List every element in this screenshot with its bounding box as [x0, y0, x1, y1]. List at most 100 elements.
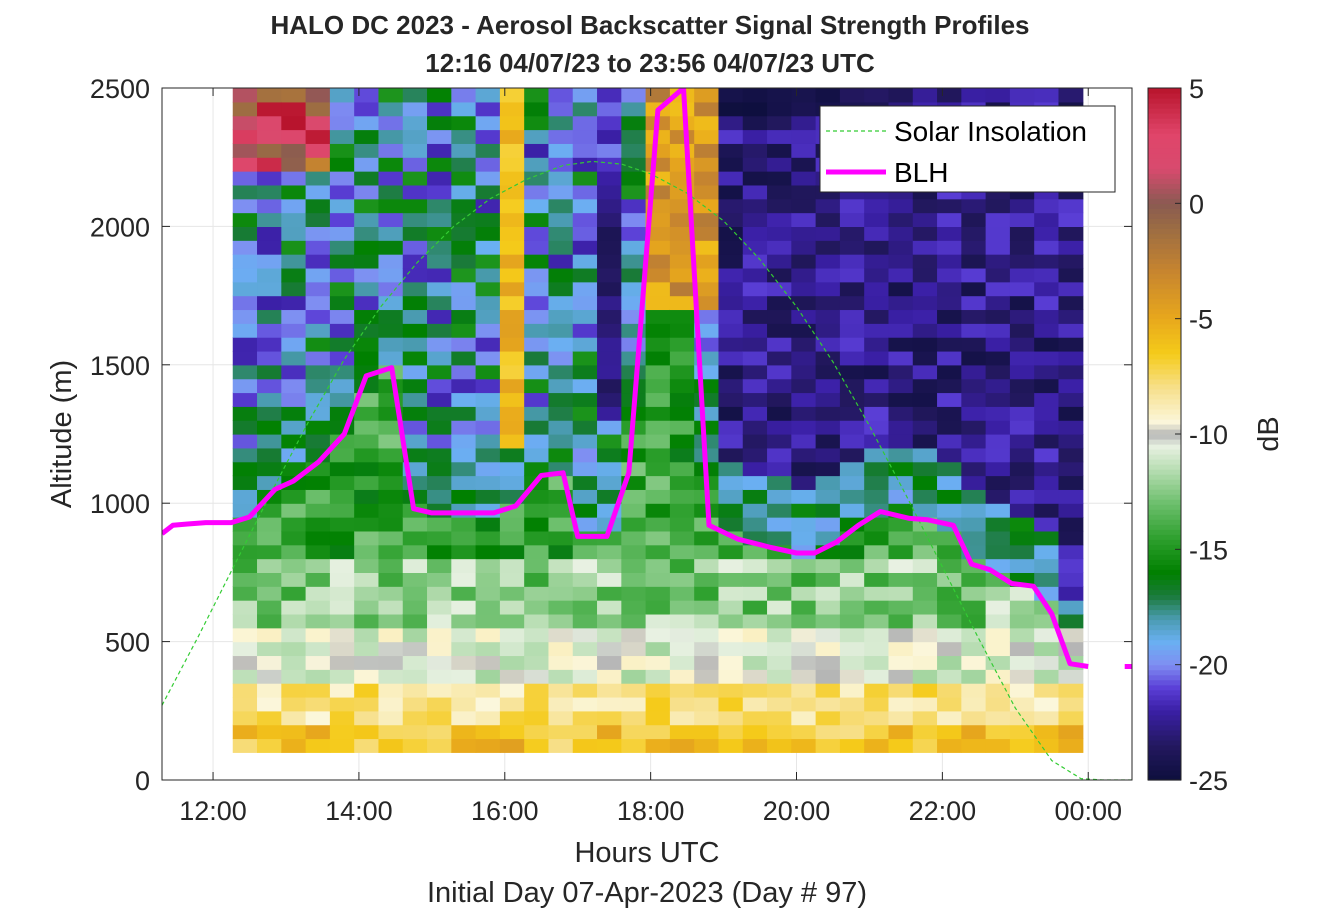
heatmap-cell	[912, 613, 938, 629]
heatmap-cell	[378, 281, 404, 297]
heatmap-cell	[718, 406, 744, 421]
heatmap-cell	[257, 641, 282, 657]
heatmap-cell	[572, 669, 598, 684]
heatmap-cell	[597, 129, 622, 144]
colorbar-segment	[1148, 544, 1181, 550]
heatmap-cell	[815, 295, 841, 311]
heatmap-cell	[232, 143, 258, 158]
heatmap-cell	[1058, 254, 1084, 269]
y-tick-label: 0	[135, 766, 150, 796]
heatmap-cell	[329, 350, 355, 366]
heatmap-cell	[961, 447, 987, 463]
heatmap-cell	[232, 364, 258, 380]
heatmap-cell	[767, 683, 792, 698]
heatmap-cell	[475, 641, 501, 657]
heatmap-cell	[937, 295, 962, 311]
heatmap-cell	[694, 710, 720, 726]
heatmap-cell	[378, 655, 404, 670]
heatmap-cell	[499, 724, 525, 740]
heatmap-cell	[305, 724, 331, 740]
heatmap-cell	[888, 281, 914, 297]
heatmap-cell	[499, 295, 525, 311]
heatmap-cell	[1009, 558, 1035, 573]
heatmap-cell	[475, 420, 501, 435]
heatmap-cell	[281, 267, 307, 283]
heatmap-cell	[888, 406, 914, 421]
heatmap-cell	[718, 641, 744, 657]
heatmap-cell	[257, 240, 282, 255]
colorbar-segment	[1148, 163, 1181, 169]
heatmap-cell	[937, 406, 962, 421]
heatmap-cell	[839, 586, 865, 601]
heatmap-cell	[888, 558, 914, 573]
heatmap-cell	[427, 586, 452, 601]
heatmap-cell	[597, 88, 622, 103]
heatmap-cell	[1009, 281, 1035, 297]
heatmap-cell	[694, 392, 720, 407]
colorbar-segment	[1148, 348, 1181, 355]
y-tick-label: 2000	[90, 212, 150, 242]
heatmap-cell	[742, 558, 768, 573]
heatmap-cell	[645, 392, 671, 407]
heatmap-cell	[937, 627, 962, 643]
heatmap-cell	[354, 337, 380, 352]
heatmap-cell	[815, 281, 841, 297]
heatmap-cell	[572, 337, 598, 352]
heatmap-cell	[888, 696, 914, 712]
heatmap-cell	[524, 171, 550, 186]
heatmap-cell	[305, 669, 331, 684]
heatmap-cell	[767, 171, 792, 186]
heatmap-cell	[524, 295, 550, 311]
heatmap-cell	[791, 724, 817, 740]
heatmap-cell	[961, 586, 987, 601]
y-tick-label: 500	[105, 628, 150, 658]
legend: Solar Insolation BLH	[819, 105, 1116, 193]
heatmap-cell	[937, 364, 962, 380]
heatmap-cell	[402, 323, 428, 338]
heatmap-cell	[475, 88, 501, 103]
heatmap-cell	[791, 406, 817, 421]
heatmap-cell	[378, 267, 404, 283]
heatmap-cell	[888, 392, 914, 407]
heatmap-cell	[427, 738, 452, 753]
heatmap-cell	[645, 226, 671, 241]
colorbar-segment	[1148, 619, 1181, 626]
heatmap-cell	[767, 157, 792, 172]
heatmap-cell	[1034, 475, 1060, 490]
heatmap-cell	[791, 115, 817, 131]
heatmap-cell	[402, 364, 428, 380]
heatmap-cell	[378, 447, 404, 463]
colorbar-segment	[1148, 754, 1181, 761]
heatmap-cell	[524, 641, 550, 657]
heatmap-cell	[1034, 641, 1060, 657]
heatmap-cell	[767, 184, 792, 200]
heatmap-cell	[864, 406, 890, 421]
heatmap-cell	[621, 212, 647, 227]
heatmap-cell	[572, 254, 598, 269]
heatmap-cell	[645, 295, 671, 311]
heatmap-cell	[427, 475, 452, 490]
heatmap-cell	[475, 378, 501, 394]
heatmap-cell	[354, 655, 380, 670]
heatmap-cell	[1009, 88, 1035, 103]
heatmap-cell	[742, 738, 768, 753]
heatmap-cell	[572, 364, 598, 380]
heatmap-cell	[597, 323, 622, 338]
heatmap-cell	[1034, 530, 1060, 546]
heatmap-cell	[839, 724, 865, 740]
colorbar-segment	[1148, 93, 1181, 99]
heatmap-cell	[815, 323, 841, 338]
heatmap-cell	[912, 295, 938, 311]
heatmap-cell	[888, 641, 914, 657]
heatmap-cell	[1058, 337, 1084, 352]
heatmap-cell	[354, 627, 380, 643]
heatmap-cell	[427, 129, 452, 144]
heatmap-cell	[694, 530, 720, 546]
heatmap-cell	[548, 669, 574, 684]
heatmap-cell	[572, 461, 598, 477]
heatmap-cell	[961, 420, 987, 435]
heatmap-cell	[499, 600, 525, 615]
heatmap-cell	[815, 558, 841, 573]
heatmap-cell	[597, 184, 622, 200]
heatmap-cell	[888, 198, 914, 214]
